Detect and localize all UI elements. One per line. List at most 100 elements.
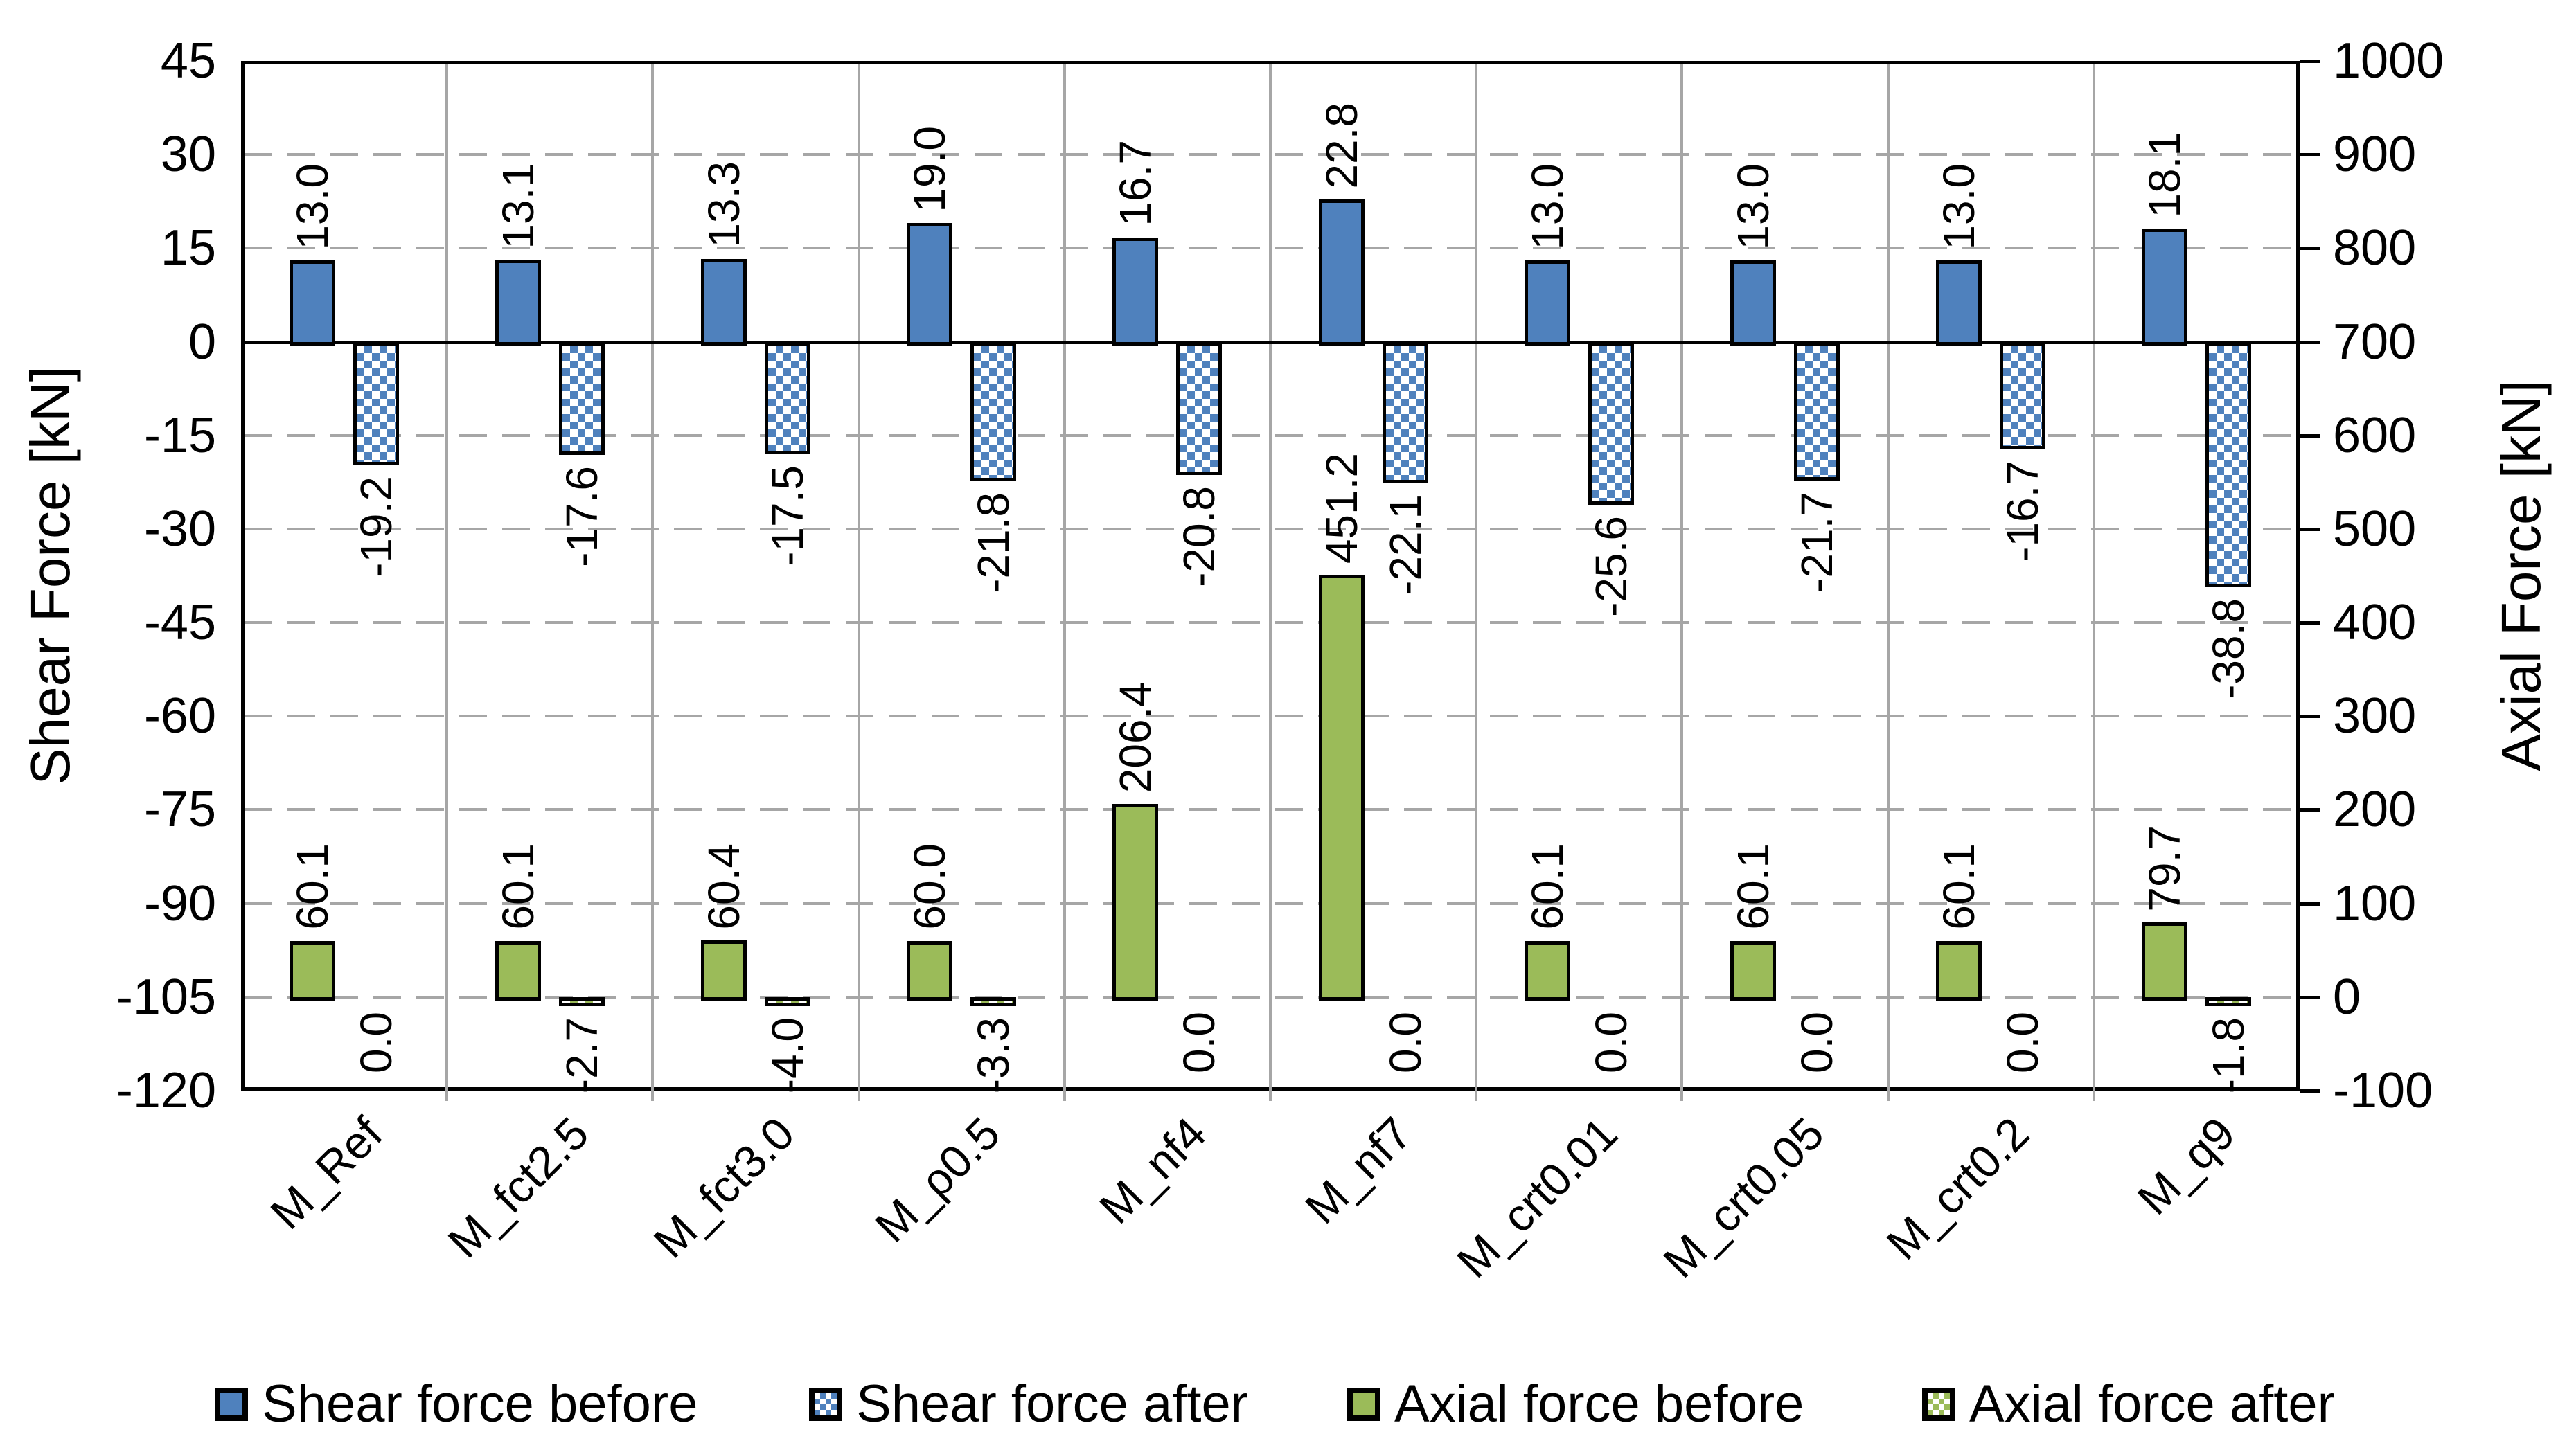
data-label-axial-force-after-m-ref: 0.0 [350,1011,401,1073]
data-label-shear-force-before-m-fct3-0: 13.3 [699,161,749,248]
bar-axial-force-after-m-0-5 [970,996,1017,1006]
right-axis-tick-800: 800 [2333,220,2417,276]
bar-axial-force-before-m-crt0-05 [1730,940,1776,1001]
right-axis-tick-600: 600 [2333,407,2417,463]
category-label-m-crt0-01: M_crt0.01 [1447,1107,1628,1288]
data-label-shear-force-after-m-fct2-5: -17.6 [556,466,607,568]
right-axis-tickmark-500 [2300,527,2320,531]
bar-shear-force-before-m-nf4 [1112,238,1159,346]
legend-label-shear-force-before: Shear force before [262,1375,698,1433]
right-axis-tickmark-700 [2300,340,2320,344]
legend-label-axial-force-after: Axial force after [1969,1375,2335,1433]
category-separator [1063,64,1066,1101]
left-axis-tick--120: -120 [116,1063,216,1118]
left-axis-tick-30: 30 [160,127,216,183]
right-axis-tickmark-600 [2300,433,2320,438]
bar-shear-force-after-m-nf4 [1176,341,1223,475]
data-label-axial-force-after-m-crt0-01: 0.0 [1585,1011,1636,1073]
bar-axial-force-before-m-fct3-0 [701,940,747,1001]
right-axis-tick-300: 300 [2333,688,2417,744]
category-separator [857,64,860,1101]
zero-line [241,340,2300,344]
right-axis-tick-900: 900 [2333,127,2417,183]
data-label-axial-force-before-m-q9: 79.7 [2140,825,2190,912]
left-axis-tick-0: 0 [188,314,216,370]
right-axis-title: Axial Force [kN] [2490,380,2552,771]
left-axis-tick--105: -105 [116,969,216,1025]
bar-shear-force-after-m-crt0-05 [1794,341,1840,481]
category-label-m-nf4: M_nf4 [1089,1107,1216,1234]
category-separator [1269,64,1272,1101]
data-label-shear-force-before-m-crt0-05: 13.0 [1728,163,1778,250]
data-label-axial-force-before-m-crt0-05: 60.1 [1728,843,1778,930]
bar-axial-force-before-m-nf7 [1318,574,1365,1001]
right-axis-tick-400: 400 [2333,595,2417,651]
data-label-axial-force-before-m-crt0-2: 60.1 [1934,843,1984,930]
right-axis-tickmark-900 [2300,153,2320,157]
bar-axial-force-after-m-fct2-5 [558,996,605,1006]
data-label-axial-force-after-m-crt0-2: 0.0 [1998,1011,2048,1073]
bar-axial-force-before-m-ref [289,940,335,1001]
category-label-m-fct2-5: M_fct2.5 [437,1107,598,1268]
bar-shear-force-before-m-fct2-5 [495,260,541,346]
right-axis-title-box: Axial Force [kN] [2469,61,2573,1091]
legend-item-axial-force-before: Axial force before [1347,1377,1804,1432]
right-axis-tickmark-300 [2300,715,2320,719]
data-label-axial-force-after-m-0-5: -3.3 [968,1017,1019,1094]
data-label-axial-force-before-m-0-5: 60.0 [905,843,955,930]
data-label-axial-force-before-m-nf7: 451.2 [1316,452,1367,564]
category-label-m-nf7: M_nf7 [1295,1107,1422,1234]
legend-marker-shear-force-before [215,1388,248,1421]
bar-shear-force-after-m-fct3-0 [765,341,810,455]
data-label-shear-force-before-m-0-5: 19.0 [905,125,955,213]
data-label-shear-force-after-m-crt0-05: -21.7 [1792,492,1842,593]
data-label-axial-force-before-m-fct2-5: 60.1 [492,843,543,930]
category-label-m-0-5: M_ρ0.5 [865,1107,1010,1252]
data-label-axial-force-after-m-crt0-05: 0.0 [1792,1011,1842,1073]
bar-axial-force-before-m-0-5 [907,940,953,1001]
right-axis-tick-500: 500 [2333,501,2417,557]
bar-shear-force-before-m-crt0-05 [1730,260,1776,346]
category-label-m-fct3-0: M_fct3.0 [643,1107,804,1268]
right-axis-tick--100: -100 [2333,1063,2433,1118]
data-label-shear-force-after-m-crt0-01: -25.6 [1585,516,1636,618]
legend-label-shear-force-after: Shear force after [856,1375,1249,1433]
right-axis-tickmark-100 [2300,902,2320,906]
right-axis-tickmark-1000 [2300,60,2320,63]
bar-shear-force-after-m-ref [353,341,399,465]
data-label-axial-force-after-m-nf4: 0.0 [1174,1011,1225,1073]
bar-shear-force-before-m-nf7 [1318,199,1365,346]
left-axis-title-box: Shear Force [kN] [6,61,96,1091]
left-axis-tick-45: 45 [160,33,216,89]
right-axis-tickmark--100 [2300,1089,2320,1093]
data-label-shear-force-before-m-fct2-5: 13.1 [492,162,543,249]
data-label-shear-force-after-m-nf4: -20.8 [1174,485,1225,587]
bar-axial-force-after-m-q9 [2205,996,2252,1006]
data-label-shear-force-after-m-crt0-2: -16.7 [1998,460,2048,562]
legend-item-shear-force-after: Shear force after [809,1377,1248,1432]
data-label-axial-force-before-m-ref: 60.1 [287,843,337,930]
bar-shear-force-before-m-crt0-01 [1524,260,1570,346]
data-label-shear-force-after-m-fct3-0: -17.5 [763,465,812,567]
bar-shear-force-before-m-crt0-2 [1936,260,1982,346]
right-axis-tickmark-200 [2300,808,2320,812]
data-label-shear-force-before-m-q9: 18.1 [2140,131,2190,218]
category-label-m-ref: M_Ref [260,1107,393,1239]
data-label-shear-force-after-m-nf7: -22.1 [1380,494,1430,596]
right-axis-tick-200: 200 [2333,782,2417,838]
legend-item-shear-force-before: Shear force before [215,1377,698,1432]
data-label-axial-force-before-m-nf4: 206.4 [1110,681,1161,793]
legend-marker-shear-force-after [809,1388,842,1421]
left-axis-tick--90: -90 [143,875,216,931]
bar-shear-force-before-m-ref [289,260,335,346]
left-axis-tick--60: -60 [143,688,216,744]
right-axis-tickmark-800 [2300,247,2320,251]
bar-shear-force-before-m-q9 [2142,229,2188,346]
data-label-axial-force-before-m-crt0-01: 60.1 [1522,843,1572,930]
category-label-m-crt0-2: M_crt0.2 [1876,1107,2039,1270]
data-label-axial-force-after-m-q9: -1.8 [2203,1017,2254,1094]
legend-marker-axial-force-before [1347,1388,1380,1421]
bar-axial-force-before-m-q9 [2142,922,2188,1001]
category-separator [1680,64,1684,1101]
